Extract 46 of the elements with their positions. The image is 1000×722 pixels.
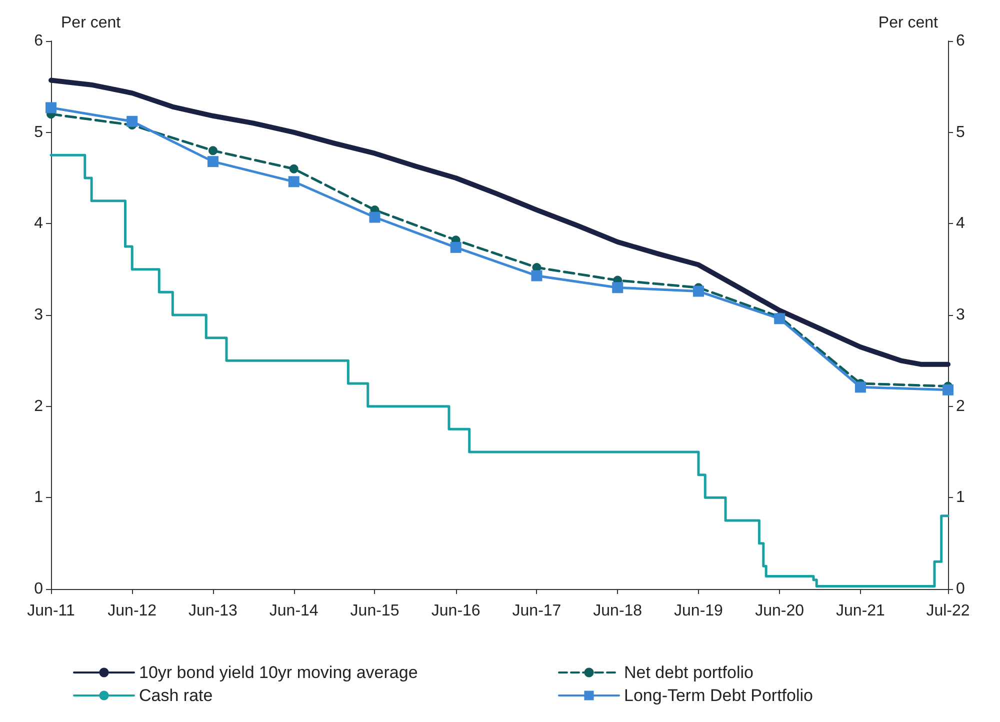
y2-axis-title: Per cent [878, 14, 939, 32]
point [854, 382, 866, 393]
legend-label: Long-Term Debt Portfolio [624, 686, 813, 705]
legend-label: Net debt portfolio [624, 663, 754, 682]
x-tick-label: Jun-13 [188, 602, 238, 620]
x-tick-label: Jun-20 [755, 602, 804, 620]
point [692, 286, 704, 297]
y2-tick-label: 6 [956, 32, 965, 50]
x-tick-label: Jun-19 [674, 602, 724, 620]
point [288, 176, 300, 188]
y-tick-label: 4 [34, 215, 44, 232]
x-tick-label: Jun-18 [593, 602, 642, 620]
x-tick-label: Jun-14 [269, 602, 318, 620]
legend-label: Cash rate [139, 686, 213, 705]
point [289, 164, 298, 174]
y2-tick-label: 0 [956, 580, 965, 598]
x-tick-label: Jun-21 [836, 602, 886, 620]
point [612, 282, 624, 294]
y2-tick-label: 5 [956, 124, 965, 141]
y-tick-label: 5 [34, 124, 44, 141]
x-tick-label: Jun-17 [512, 602, 562, 620]
point [942, 384, 954, 396]
y2-tick-label: 1 [956, 489, 965, 506]
y-axis-title: Per cent [61, 14, 122, 32]
point [369, 212, 380, 223]
y-tick-label: 2 [34, 398, 44, 415]
point [208, 146, 218, 156]
x-tick-label: Jun-12 [108, 602, 157, 620]
point [774, 313, 786, 324]
y2-tick-label: 4 [956, 215, 965, 232]
x-tick-label: Jun-15 [350, 602, 400, 620]
point [450, 242, 462, 253]
y-tick-label: 0 [34, 580, 44, 598]
y-tick-label: 6 [34, 32, 44, 50]
y-tick-label: 3 [34, 306, 44, 324]
x-tick-label: Jul-22 [926, 602, 970, 620]
y2-tick-label: 2 [956, 398, 965, 415]
point [126, 116, 138, 127]
y2-tick-label: 3 [956, 306, 965, 324]
x-tick-label: Jun-16 [431, 602, 480, 620]
legend-label: 10yr bond yield 10yr moving average [139, 663, 418, 682]
point [531, 270, 542, 282]
point [207, 156, 218, 168]
point [46, 102, 56, 114]
x-tick-label: Jun-11 [27, 602, 75, 620]
y-tick-label: 1 [34, 489, 44, 506]
